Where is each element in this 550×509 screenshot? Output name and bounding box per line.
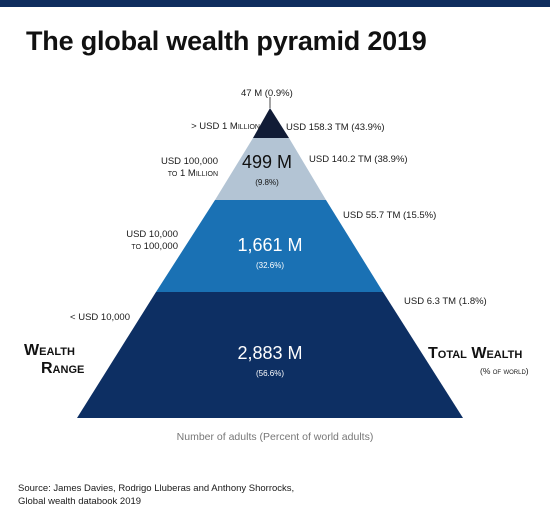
tier2-range-line2: to 1 Million xyxy=(167,168,218,179)
top-tier-wealth-label: USD 158.3 TM (43.9%) xyxy=(286,122,385,133)
tier3-range-line2: to 100,000 xyxy=(131,241,178,252)
tier2-adults-value: 499 M xyxy=(242,152,292,172)
total-wealth-subheading: (% of world) xyxy=(480,366,529,376)
base-adults-share: (56.6%) xyxy=(256,369,284,378)
tier2-range-label: USD 100,000 to 1 Million xyxy=(130,156,218,180)
wealth-range-heading-line1: Wealth xyxy=(24,342,75,359)
base-wealth-label: USD 6.3 TM (1.8%) xyxy=(404,296,487,307)
pyramid-tier-under-10k xyxy=(77,292,463,418)
tier2-adults-share: (9.8%) xyxy=(255,178,279,187)
source-note: Source: James Davies, Rodrigo Lluberas a… xyxy=(18,482,294,508)
pyramid-tier-over-1m xyxy=(253,108,289,138)
total-wealth-heading: Total Wealth xyxy=(428,345,523,362)
tier2-wealth-label: USD 140.2 TM (38.9%) xyxy=(309,154,408,165)
wealth-range-heading-line2: Range xyxy=(41,360,85,377)
top-tier-adults-label: 47 M (0.9%) xyxy=(241,88,293,99)
wealth-range-heading: Wealth Range xyxy=(24,342,84,378)
pyramid-tier-100k-1m xyxy=(215,138,326,200)
tier2-range-line1: USD 100,000 xyxy=(160,156,218,167)
top-accent-bar xyxy=(0,0,550,7)
tier3-wealth-label: USD 55.7 TM (15.5%) xyxy=(343,210,437,221)
base-range-label: < USD 10,000 xyxy=(70,312,130,323)
source-line1: Source: James Davies, Rodrigo Lluberas a… xyxy=(18,483,295,494)
source-line2: Global wealth databook 2019 xyxy=(18,496,142,507)
base-adults-value: 2,883 M xyxy=(237,343,302,363)
tier3-adults-share: (32.6%) xyxy=(256,261,284,270)
pyramid-tier-10k-100k xyxy=(156,200,383,292)
top-tier-range-label: > USD 1 Million xyxy=(191,121,260,132)
axis-caption: Number of adults (Percent of world adult… xyxy=(176,431,374,443)
page-title: The global wealth pyramid 2019 xyxy=(26,26,427,56)
tier3-range-line1: USD 10,000 xyxy=(126,229,178,240)
tier3-adults-value: 1,661 M xyxy=(237,235,302,255)
tier3-range-label: USD 10,000 to 100,000 xyxy=(90,229,178,253)
